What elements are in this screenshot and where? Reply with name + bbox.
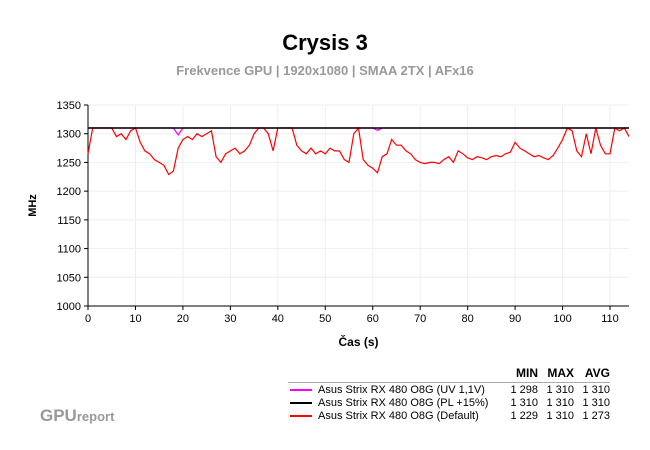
y-tick-label: 1050 [57, 272, 81, 284]
legend-series-name: Asus Strix RX 480 O8G (PL +15%) [318, 396, 489, 409]
legend-avg: 1 273 [582, 409, 610, 422]
y-tick-label: 1200 [57, 186, 81, 198]
legend-item: Asus Strix RX 480 O8G (Default) 1 229 1 … [288, 409, 610, 422]
chart-title: Crysis 3 [282, 30, 368, 55]
legend-swatch [290, 388, 312, 391]
y-tick-label: 1300 [57, 129, 81, 141]
legend-min: 1 229 [510, 409, 538, 422]
x-tick-label: 90 [509, 313, 521, 325]
legend-header-min: MIN [516, 366, 538, 380]
x-tick-label: 20 [177, 313, 189, 325]
legend-max: 1 310 [546, 409, 574, 422]
legend-avg: 1 310 [582, 383, 610, 396]
legend-swatch [290, 401, 312, 404]
legend-header-max: MAX [547, 366, 574, 380]
legend-swatch [290, 414, 312, 417]
x-tick-label: 110 [601, 313, 619, 325]
legend-min: 1 310 [510, 396, 538, 409]
legend-item: Asus Strix RX 480 O8G (UV 1,1V) 1 298 1 … [288, 383, 610, 396]
x-tick-label: 60 [367, 313, 379, 325]
x-tick-label: 0 [85, 313, 91, 325]
legend-header-avg: AVG [584, 366, 610, 380]
x-tick-label: 50 [319, 313, 331, 325]
legend-max: 1 310 [546, 396, 574, 409]
x-tick-label: 80 [462, 313, 474, 325]
legend-series-name: Asus Strix RX 480 O8G (Default) [318, 409, 479, 422]
x-tick-label: 100 [553, 313, 571, 325]
gpureport-logo: GPUreport [40, 406, 115, 425]
y-tick-label: 1100 [57, 244, 81, 256]
chart-subtitle: Frekvence GPU | 1920x1080 | SMAA 2TX | A… [176, 63, 474, 78]
legend-header: MIN MAX AVG [288, 366, 610, 383]
legend-min: 1 298 [510, 383, 538, 396]
y-tick-label: 1000 [57, 301, 81, 313]
x-tick-label: 30 [224, 313, 236, 325]
y-tick-label: 1350 [57, 100, 81, 112]
legend-item: Asus Strix RX 480 O8G (PL +15%) 1 310 1 … [288, 396, 610, 409]
series-line-3 [87, 126, 630, 176]
legend-series-name: Asus Strix RX 480 O8G (UV 1,1V) [318, 383, 485, 396]
legend: MIN MAX AVG Asus Strix RX 480 O8G (UV 1,… [288, 366, 610, 422]
x-tick-label: 70 [414, 313, 426, 325]
x-axis-label: Čas (s) [338, 334, 378, 349]
x-tick-label: 10 [129, 313, 141, 325]
x-tick-label: 40 [272, 313, 284, 325]
y-axis-label: MHz [27, 194, 39, 217]
y-tick-label: 1150 [57, 215, 81, 227]
y-tick-label: 1250 [57, 157, 81, 169]
legend-max: 1 310 [546, 383, 574, 396]
legend-avg: 1 310 [582, 396, 610, 409]
